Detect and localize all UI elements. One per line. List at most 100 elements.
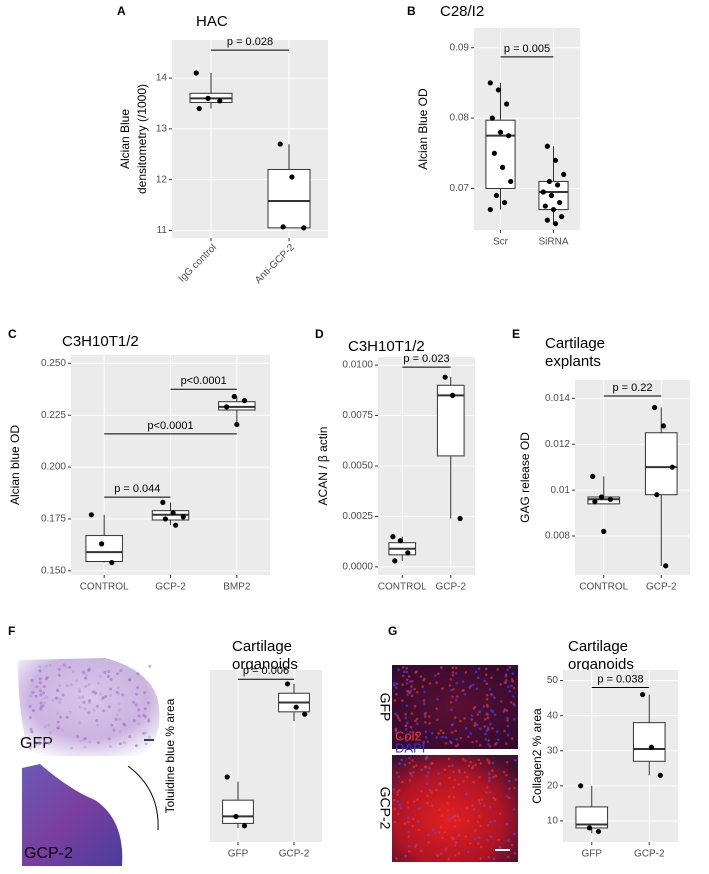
speckle	[95, 718, 99, 722]
speckle	[465, 775, 469, 779]
speckle	[427, 840, 430, 844]
panel-title: C3H10T1/2	[62, 333, 139, 350]
x-tick-label: BMP2	[223, 582, 251, 593]
y-tick-label: 10	[547, 816, 559, 827]
speckle	[424, 765, 428, 769]
speckle	[399, 736, 402, 739]
data-point	[578, 783, 584, 789]
box	[632, 722, 666, 762]
speckle	[502, 770, 506, 774]
speckle	[441, 735, 444, 739]
speckle	[45, 676, 49, 680]
speckle	[409, 737, 412, 740]
panel-title: explants	[545, 353, 601, 370]
speckle	[465, 806, 469, 810]
speckle	[454, 666, 458, 670]
speckle	[454, 841, 458, 844]
speckle	[413, 704, 417, 708]
connector	[127, 765, 159, 831]
y-tick-label: 0.012	[545, 439, 570, 450]
speckle	[452, 770, 456, 774]
micrograph-gcp2	[22, 764, 123, 866]
speckle	[475, 687, 479, 691]
data-point	[660, 423, 667, 429]
speckle	[142, 714, 146, 718]
speckle	[488, 745, 492, 748]
speckle	[143, 707, 147, 711]
speckle	[135, 692, 139, 696]
speckle	[504, 742, 508, 745]
speckle	[107, 737, 111, 741]
speckle	[406, 689, 409, 693]
x-tick-label: GCP-2	[155, 582, 186, 593]
speckle	[452, 785, 455, 789]
speckle	[484, 673, 488, 676]
speckle	[490, 693, 494, 697]
speckle	[459, 719, 462, 723]
speckle	[473, 722, 477, 725]
speckle	[467, 764, 471, 768]
speckle	[95, 704, 99, 708]
speckle	[428, 788, 432, 792]
speckle	[464, 671, 468, 674]
speckle	[38, 669, 42, 673]
speckle	[415, 670, 418, 673]
speckle	[440, 814, 444, 817]
speckle	[486, 716, 490, 720]
box	[85, 535, 123, 563]
speckle	[477, 676, 480, 679]
speckle	[471, 740, 474, 744]
data-point	[224, 404, 230, 410]
speckle	[109, 693, 113, 697]
data-point	[561, 171, 567, 177]
speckle	[405, 739, 408, 742]
speckle	[505, 679, 508, 682]
speckle	[84, 684, 88, 688]
y-tick-label: 50	[547, 675, 559, 686]
speckle	[505, 760, 509, 764]
speckle	[424, 730, 428, 734]
speckle	[498, 846, 502, 850]
speckle	[512, 702, 515, 706]
speckle	[101, 696, 105, 700]
speckle	[486, 824, 490, 827]
speckle	[43, 725, 47, 729]
speckle	[91, 690, 95, 694]
x-tick-label: IgG control	[177, 242, 219, 284]
y-tick-label: 0.250	[41, 358, 66, 369]
data-point	[487, 206, 493, 213]
speckle	[487, 743, 490, 746]
speckle	[484, 732, 487, 736]
speckle	[469, 760, 473, 764]
speckle	[76, 734, 80, 738]
speckle	[506, 718, 510, 722]
x-tick-label: GCP-2	[634, 849, 665, 860]
speckle	[435, 681, 439, 684]
speckle	[444, 736, 448, 739]
speckle	[453, 778, 457, 782]
data-point	[552, 157, 559, 163]
speckle	[485, 682, 489, 686]
speckle	[465, 792, 468, 796]
x-tick-label: Anti-GCP-2	[253, 242, 297, 286]
speckle	[444, 741, 448, 745]
speckle	[439, 852, 443, 855]
speckle	[83, 737, 87, 741]
speckle	[484, 791, 488, 794]
speckle	[503, 729, 506, 733]
speckle	[474, 829, 477, 832]
speckle	[497, 838, 501, 842]
panel-title: organoids	[232, 656, 298, 673]
speckle	[482, 705, 486, 708]
speckle	[474, 670, 478, 674]
speckle	[408, 680, 412, 683]
speckle	[104, 695, 108, 699]
y-tick-label: 0.014	[545, 393, 570, 404]
y-tick-label: 14	[156, 73, 168, 84]
speckle	[447, 795, 451, 799]
x-tick-label: GFP	[228, 849, 249, 860]
speckle	[117, 708, 121, 712]
speckle	[451, 674, 455, 677]
box	[218, 401, 256, 411]
